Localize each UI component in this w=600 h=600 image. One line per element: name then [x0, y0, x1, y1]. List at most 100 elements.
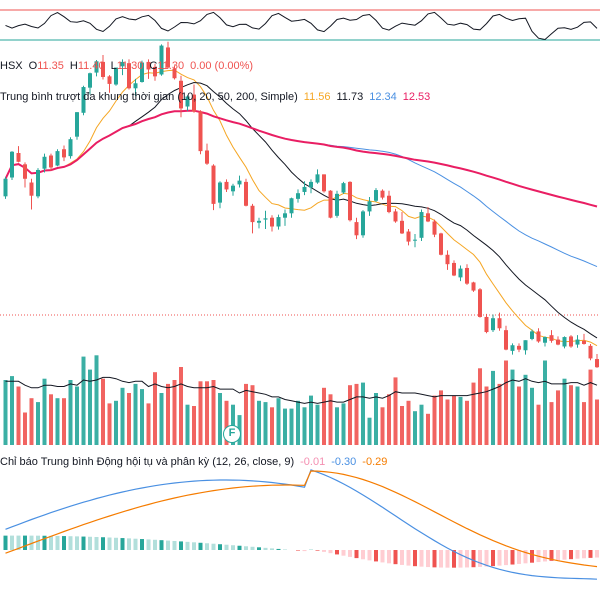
macd-histogram-bar: [484, 550, 489, 567]
macd-histogram-bar: [406, 550, 411, 566]
macd-histogram-bar: [55, 535, 60, 550]
candle-body: [393, 211, 398, 222]
candle-body: [374, 190, 378, 201]
macd-histogram-bar: [582, 550, 586, 559]
volume-bar: [62, 398, 66, 445]
volume-bar: [289, 408, 294, 445]
candle-body: [296, 193, 300, 199]
candle-body: [49, 155, 53, 168]
macd-histogram-bar: [374, 550, 378, 562]
candle-body: [315, 174, 320, 183]
volume-bar: [153, 372, 157, 445]
macd-histogram-bar: [432, 550, 437, 568]
volume-bar: [218, 393, 222, 445]
macd-histogram-bar: [478, 550, 482, 567]
macd-histogram-bar: [88, 536, 92, 550]
macd-histogram-bar: [523, 550, 528, 564]
candle-body: [465, 267, 469, 284]
macd-line-value: -0.30: [331, 456, 357, 468]
macd-histogram-bar: [419, 550, 424, 567]
candle-body: [179, 80, 183, 109]
volume-bar: [562, 378, 567, 445]
volume-bar: [140, 389, 144, 445]
candle-body: [172, 68, 177, 79]
volume-bar: [159, 393, 164, 445]
ma200-line: [4, 109, 598, 208]
volume-bar: [588, 369, 593, 445]
candle-body: [75, 112, 79, 137]
volume-bar: [497, 383, 502, 445]
candle-body: [263, 218, 268, 220]
macd-histogram-bar: [556, 550, 560, 561]
volume-bar: [166, 383, 170, 445]
candle-body: [231, 185, 235, 192]
candle-body: [283, 213, 287, 218]
volume-bar: [198, 381, 203, 445]
volume-bar: [465, 400, 469, 445]
candle-body: [361, 211, 365, 236]
candle-body: [101, 61, 105, 77]
candle-body: [458, 268, 463, 278]
volume-bar: [101, 378, 105, 445]
volume-bar: [302, 407, 307, 445]
macd-histogram-bar: [49, 535, 53, 550]
volume-bar: [471, 382, 476, 445]
candle-body: [322, 174, 326, 192]
volume-bar: [536, 404, 541, 445]
candle-body: [471, 282, 476, 291]
macd-histogram-bar: [81, 536, 86, 550]
volume-bar: [10, 376, 14, 445]
volume-bar: [361, 382, 365, 445]
candle-body: [536, 331, 541, 342]
macd-histogram-bar: [595, 550, 599, 558]
candle-body: [62, 149, 66, 158]
candle-body: [224, 181, 229, 190]
volume-bar: [146, 403, 151, 445]
volume-bar: [582, 402, 586, 445]
ma200-value: 12.53: [402, 91, 431, 103]
volume-bar: [478, 368, 482, 445]
volume-bar: [549, 402, 554, 445]
volume-bar: [387, 394, 391, 445]
macd-histogram-bar: [315, 550, 320, 551]
candle-body: [380, 190, 385, 198]
volume-bar: [120, 387, 125, 445]
macd-histogram-bar: [146, 539, 151, 550]
signal-line: [5, 470, 598, 568]
volume-marker[interactable]: F: [223, 425, 241, 443]
macd-histogram-bar: [549, 550, 554, 561]
volume-bar: [341, 403, 346, 445]
candle-body: [517, 345, 521, 350]
candle-body: [185, 96, 190, 107]
candle-body: [302, 186, 307, 192]
candle-body: [595, 359, 599, 368]
volume-bar: [439, 390, 443, 445]
macd-histogram-bar: [211, 543, 216, 550]
macd-histogram-bar: [36, 535, 40, 550]
candle-body: [400, 220, 404, 234]
candle-body: [3, 178, 8, 197]
candle-body: [478, 289, 482, 317]
macd-histogram-bar: [101, 537, 105, 550]
macd-histogram-bar: [224, 544, 229, 550]
volume-bar: [432, 395, 437, 445]
candle-body: [276, 217, 281, 227]
volume-bar: [380, 407, 385, 445]
volume-bar: [510, 369, 515, 445]
macd-histogram-bar: [471, 550, 476, 568]
volume-bar: [270, 407, 274, 445]
macd-histogram-bar: [335, 550, 339, 555]
candle-body: [549, 335, 554, 341]
low-value: 11.30: [116, 60, 144, 72]
volume-bar: [504, 360, 508, 445]
macd-histogram-bar: [497, 550, 502, 566]
volume-bar: [354, 383, 359, 445]
volume-bar: [23, 412, 27, 445]
high-label: H: [69, 60, 78, 72]
volume-bar: [491, 370, 495, 445]
macd-histogram-bar: [153, 539, 157, 550]
volume-bar: [426, 413, 430, 445]
macd-histogram-bar: [231, 545, 235, 550]
macd-histogram-bar: [562, 550, 567, 560]
